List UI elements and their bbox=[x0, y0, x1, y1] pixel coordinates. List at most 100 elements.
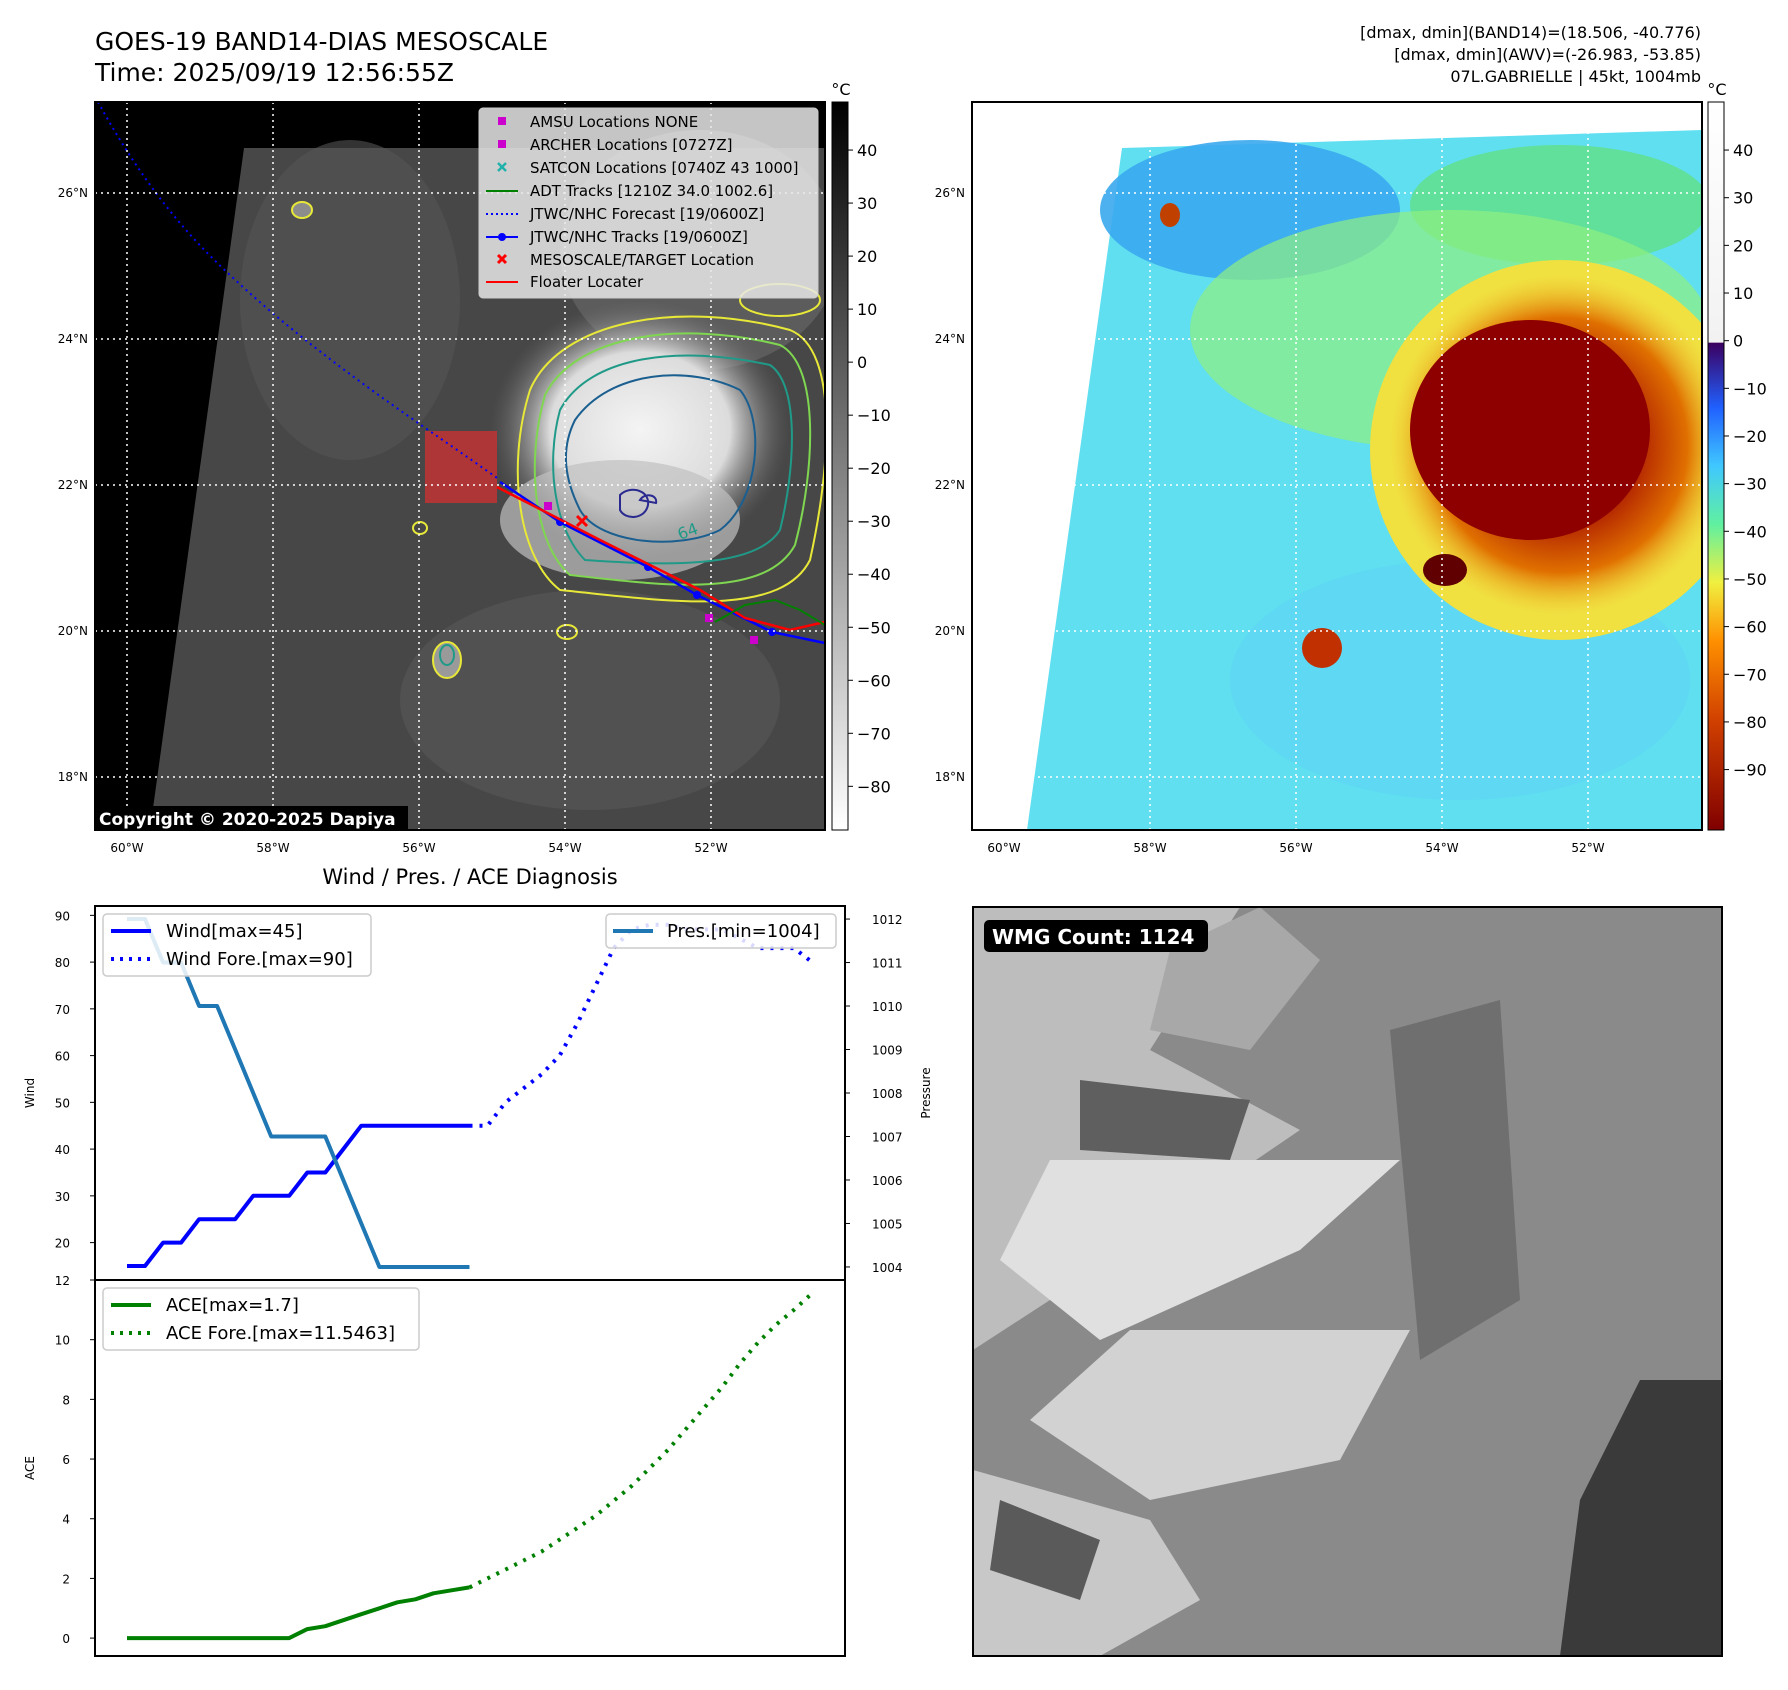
wind-series-line bbox=[127, 1123, 470, 1268]
ace-series-line bbox=[127, 1585, 470, 1641]
lon-label: 58°W bbox=[256, 841, 289, 855]
wind-ytick-label: 50 bbox=[55, 1096, 70, 1110]
colorbar-tick-label: −20 bbox=[857, 459, 891, 478]
pressure-legend: Pres.[min=1004] bbox=[605, 913, 837, 949]
legend-entry-amsu: AMSU Locations NONE bbox=[498, 113, 698, 131]
colorbar-tick-label: −40 bbox=[857, 565, 891, 584]
pressure-ytick-label: 1010 bbox=[872, 1000, 903, 1014]
figure-time: Time: 2025/09/19 12:56:55Z bbox=[94, 58, 454, 87]
colorbar-tick-label: −20 bbox=[1733, 427, 1767, 446]
lon-label: 58°W bbox=[1133, 841, 1166, 855]
legend-label: JTWC/NHC Forecast [19/0600Z] bbox=[529, 205, 764, 223]
right-colorbar: °C 40 30 20 10 0 −10 −20 −30 −40 −50 −60 −70 −80 −90 bbox=[1707, 80, 1767, 831]
colorbar-tick-label: −70 bbox=[857, 724, 891, 743]
colorbar-tick-label: −70 bbox=[1733, 665, 1767, 684]
contour-eye bbox=[619, 488, 658, 518]
colorbar-tick-label: 30 bbox=[857, 194, 877, 213]
figure-title: GOES-19 BAND14-DIAS MESOSCALE bbox=[95, 27, 548, 56]
ace-ytick-label: 10 bbox=[55, 1334, 70, 1348]
ace-ytick-label: 4 bbox=[62, 1513, 70, 1527]
colorbar-tick-label: −40 bbox=[1733, 522, 1767, 541]
left-lat-labels: 26°N 24°N 22°N 20°N 18°N bbox=[58, 186, 88, 784]
legend-label: SATCON Locations [0740Z 43 1000] bbox=[530, 159, 798, 177]
ace-axis-label: ACE bbox=[23, 1456, 37, 1480]
wmg-count-badge: WMG Count: 1124 bbox=[984, 920, 1208, 952]
pressure-ytick-label: 1012 bbox=[872, 913, 903, 927]
legend-ace: ACE[max=1.7] bbox=[166, 1295, 299, 1316]
lat-label: 22°N bbox=[58, 478, 88, 492]
wind-ytick-label: 60 bbox=[55, 1050, 70, 1064]
legend-label: ADT Tracks [1210Z 34.0 1002.6] bbox=[530, 182, 773, 200]
colorbar-tick-label: 40 bbox=[857, 141, 877, 160]
legend-label: AMSU Locations NONE bbox=[530, 113, 698, 131]
lon-label: 54°W bbox=[548, 841, 581, 855]
floater-locater-track bbox=[496, 485, 825, 632]
legend-entry-satcon: SATCON Locations [0740Z 43 1000] bbox=[497, 159, 798, 177]
colorbar-tick-label: 0 bbox=[857, 353, 867, 372]
diagnosis-title: Wind / Pres. / ACE Diagnosis bbox=[322, 865, 617, 889]
right-colorbar-unit: °C bbox=[1707, 80, 1726, 99]
info-line-awv: [dmax, dmin](AWV)=(-26.983, -53.85) bbox=[1394, 45, 1701, 64]
left-lon-labels: 60°W 58°W 56°W 54°W 52°W bbox=[110, 841, 727, 855]
legend-entry-adt: ADT Tracks [1210Z 34.0 1002.6] bbox=[486, 182, 773, 200]
wind-pressure-subplot: 20 30 40 50 60 70 80 90 1004 1005 1006 1007 1008 100… bbox=[23, 905, 933, 1281]
copyright-text: Copyright © 2020-2025 Dapiya bbox=[99, 810, 396, 830]
lon-label: 52°W bbox=[694, 841, 727, 855]
lat-label: 26°N bbox=[58, 186, 88, 200]
lat-label: 20°N bbox=[935, 624, 965, 638]
colorbar-tick-label: 10 bbox=[1733, 284, 1753, 303]
lon-label: 54°W bbox=[1425, 841, 1458, 855]
colorbar-tick-label: −30 bbox=[1733, 475, 1767, 494]
contour-mid bbox=[533, 332, 812, 586]
pressure-axis-label: Pressure bbox=[919, 1067, 933, 1118]
legend-pres: Pres.[min=1004] bbox=[667, 921, 820, 942]
pressure-ytick-label: 1008 bbox=[872, 1087, 903, 1101]
wind-legend: Wind[max=45] Wind Fore.[max=90] bbox=[102, 913, 372, 977]
lat-label: 20°N bbox=[58, 624, 88, 638]
lat-label: 26°N bbox=[935, 186, 965, 200]
info-block: [dmax, dmin](BAND14)=(18.506, -40.776) [… bbox=[1360, 23, 1701, 86]
lat-label: 18°N bbox=[935, 770, 965, 784]
pressure-ytick-label: 1005 bbox=[872, 1217, 903, 1231]
pressure-ytick-label: 1007 bbox=[872, 1130, 903, 1144]
pressure-ytick-label: 1004 bbox=[872, 1261, 903, 1275]
target-location-marker bbox=[575, 514, 589, 528]
info-line-storm: 07L.GABRIELLE | 45kt, 1004mb bbox=[1450, 67, 1701, 86]
ace-ytick-label: 6 bbox=[62, 1453, 70, 1467]
wind-ytick-label: 70 bbox=[55, 1003, 70, 1017]
colorbar-tick-label: 20 bbox=[857, 247, 877, 266]
legend-label: JTWC/NHC Tracks [19/0600Z] bbox=[529, 228, 748, 246]
legend-entry-jtwc-forecast: JTWC/NHC Forecast [19/0600Z] bbox=[486, 205, 764, 223]
wind-ytick-label: 80 bbox=[55, 956, 70, 970]
legend-entry-floater: Floater Locater bbox=[486, 273, 644, 291]
colorbar-tick-label: 0 bbox=[1733, 332, 1743, 351]
colorbar-tick-label: −30 bbox=[857, 512, 891, 531]
lon-label: 60°W bbox=[110, 841, 143, 855]
colorbar-tick-label: −60 bbox=[1733, 618, 1767, 637]
contour-core bbox=[564, 374, 757, 543]
adt-track bbox=[714, 598, 825, 626]
right-map-gridlines bbox=[972, 102, 1702, 830]
map-legend: AMSU Locations NONE ARCHER Locations [07… bbox=[478, 107, 819, 299]
legend-ace-fore: ACE Fore.[max=11.5463] bbox=[166, 1323, 395, 1344]
contour-outer bbox=[516, 315, 825, 603]
wind-ytick-label: 40 bbox=[55, 1143, 70, 1157]
legend-entry-jtwc-tracks: JTWC/NHC Tracks [19/0600Z] bbox=[486, 228, 748, 246]
left-colorbar-unit: °C bbox=[831, 80, 850, 99]
colorbar-tick-label: −50 bbox=[857, 618, 891, 637]
pressure-ytick-label: 1011 bbox=[872, 957, 903, 971]
lon-label: 52°W bbox=[1571, 841, 1604, 855]
ace-ytick-label: 8 bbox=[62, 1393, 70, 1407]
wind-ytick-label: 20 bbox=[55, 1237, 70, 1251]
ace-subplot: 0 2 4 6 8 10 12 ACE ACE[max=1.7] ACE Fore.[max… bbox=[23, 1274, 846, 1657]
ace-legend: ACE[max=1.7] ACE Fore.[max=11.5463] bbox=[102, 1287, 420, 1351]
wind-ytick-label: 30 bbox=[55, 1190, 70, 1204]
ace-ytick-label: 0 bbox=[62, 1632, 70, 1646]
wmg-count-label: WMG Count: 1124 bbox=[992, 925, 1194, 949]
wind-axis-label: Wind bbox=[23, 1078, 37, 1108]
lat-label: 24°N bbox=[58, 332, 88, 346]
lon-label: 56°W bbox=[1279, 841, 1312, 855]
legend-entry-archer: ARCHER Locations [0727Z] bbox=[498, 136, 733, 154]
colorbar-tick-label: −50 bbox=[1733, 570, 1767, 589]
